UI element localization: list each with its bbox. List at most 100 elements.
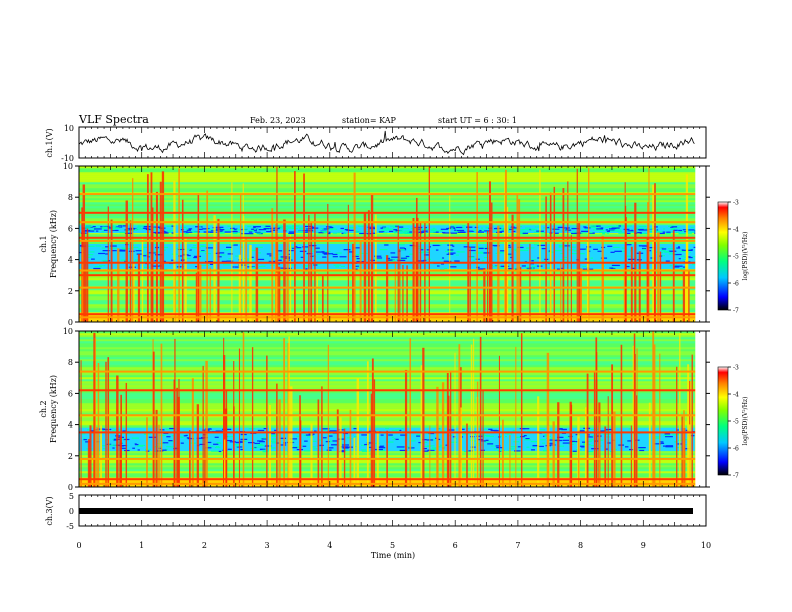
- noise-speck: [346, 437, 350, 439]
- noise-speck: [216, 441, 221, 444]
- sferic-burst: [646, 236, 649, 322]
- noise-speck: [423, 254, 430, 256]
- noise-speck: [553, 439, 559, 441]
- noise-speck: [284, 227, 292, 229]
- noise-speck: [186, 229, 192, 231]
- noise-speck: [240, 448, 243, 451]
- noise-speck: [399, 429, 402, 432]
- sferic-burst: [141, 236, 144, 322]
- noise-speck: [416, 435, 421, 437]
- noise-speck: [562, 442, 570, 444]
- sferic-burst: [105, 361, 107, 487]
- spectrogram-row: [79, 383, 696, 386]
- noise-speck: [419, 231, 428, 233]
- sferic-burst: [450, 370, 452, 487]
- noise-speck: [678, 233, 687, 235]
- sferic-burst: [294, 171, 296, 322]
- narrowband-line: [79, 221, 696, 224]
- spectrogram-row: [79, 419, 696, 422]
- noise-speck: [605, 428, 613, 431]
- noise-speck: [556, 268, 560, 270]
- noise-speck: [355, 265, 360, 267]
- noise-speck: [240, 228, 244, 231]
- spectrogram-row: [79, 425, 696, 428]
- noise-speck: [543, 227, 548, 229]
- noise-speck: [93, 267, 101, 270]
- noise-speck: [618, 225, 622, 227]
- sferic-burst: [611, 364, 614, 487]
- noise-speck: [180, 268, 187, 270]
- sferic-burst: [209, 267, 212, 322]
- noise-speck: [519, 231, 527, 233]
- noise-speck: [296, 446, 302, 449]
- noise-speck: [292, 446, 300, 448]
- noise-speck: [380, 434, 384, 436]
- noise-speck: [189, 249, 192, 251]
- noise-speck: [224, 229, 231, 231]
- date-label: Feb. 23, 2023: [250, 116, 306, 125]
- noise-speck: [474, 230, 478, 232]
- sferic-burst: [519, 267, 522, 322]
- ch1-spec-ylabel-2: Frequency (kHz): [49, 210, 58, 278]
- spectrogram-row: [79, 210, 696, 213]
- noise-speck: [361, 449, 367, 451]
- noise-speck: [456, 229, 465, 232]
- noise-speck: [627, 230, 634, 232]
- noise-speck: [384, 244, 389, 246]
- noise-speck: [124, 232, 133, 234]
- sferic-burst: [370, 194, 374, 322]
- noise-speck: [690, 249, 694, 251]
- noise-speck: [594, 227, 601, 229]
- noise-speck: [676, 429, 679, 431]
- spectrogram-row: [79, 196, 696, 199]
- noise-speck: [214, 446, 221, 449]
- noise-speck: [688, 256, 693, 259]
- noise-speck: [125, 248, 131, 250]
- noise-speck: [599, 231, 607, 234]
- noise-speck: [230, 227, 235, 229]
- noise-speck: [587, 436, 594, 438]
- sferic-burst: [336, 409, 339, 487]
- noise-speck: [262, 449, 269, 451]
- noise-speck: [463, 450, 469, 453]
- noise-speck: [569, 450, 576, 452]
- noise-speck: [668, 253, 676, 255]
- noise-speck: [247, 442, 255, 444]
- noise-speck: [296, 435, 301, 437]
- noise-speck: [639, 232, 642, 234]
- sferic-burst: [308, 214, 310, 322]
- noise-speck: [263, 228, 270, 230]
- noise-speck: [468, 246, 476, 248]
- noise-speck: [684, 444, 688, 446]
- noise-speck: [447, 249, 454, 251]
- noise-speck: [478, 268, 485, 270]
- noise-speck: [439, 244, 443, 246]
- sferic-burst: [632, 345, 635, 487]
- sferic-burst: [125, 382, 128, 487]
- sferic-burst: [672, 230, 675, 322]
- noise-speck: [271, 438, 279, 440]
- noise-speck: [112, 227, 121, 230]
- noise-speck: [478, 247, 484, 249]
- x-tick-label: 0: [76, 541, 81, 550]
- noise-speck: [257, 440, 264, 442]
- noise-speck: [332, 440, 338, 442]
- noise-speck: [261, 438, 267, 440]
- noise-speck: [138, 228, 144, 230]
- noise-speck: [257, 252, 261, 254]
- noise-speck: [378, 231, 385, 233]
- noise-speck: [108, 444, 117, 446]
- noise-speck: [134, 260, 138, 262]
- noise-speck: [467, 230, 475, 232]
- noise-speck: [424, 232, 428, 234]
- noise-speck: [573, 250, 579, 252]
- noise-speck: [665, 445, 674, 447]
- noise-speck: [245, 229, 248, 231]
- noise-speck: [327, 447, 334, 449]
- sferic-burst: [310, 423, 313, 487]
- sferic-burst: [288, 336, 290, 487]
- noise-speck: [353, 427, 357, 430]
- noise-speck: [187, 437, 194, 440]
- noise-speck: [247, 230, 255, 232]
- noise-speck: [177, 248, 185, 251]
